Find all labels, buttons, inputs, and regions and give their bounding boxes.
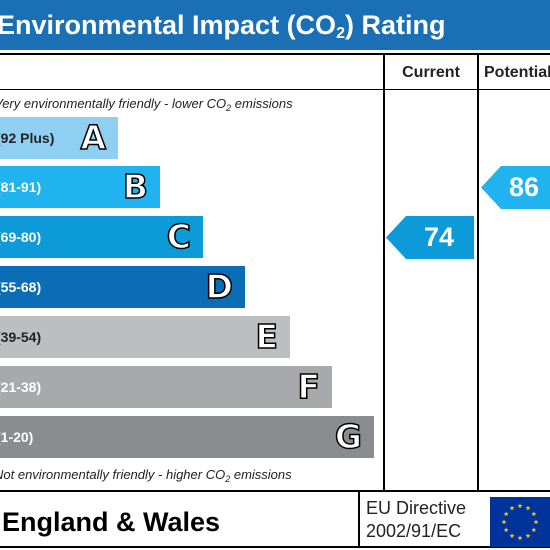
current-arrow-shape	[386, 216, 474, 259]
eu-star-icon	[533, 519, 539, 525]
eu-star-icon	[509, 533, 515, 538]
eu-star-icon	[525, 505, 531, 511]
eu-flag-icon	[490, 497, 550, 547]
band-d-letter: D	[205, 266, 234, 307]
eu-star-icon	[503, 511, 509, 517]
eu-star-icon	[509, 505, 515, 511]
eu-star-icon	[525, 533, 531, 538]
eu-star-icon	[517, 503, 523, 509]
band-b-range: (81-91)	[0, 179, 42, 195]
current-rating-value: 74	[423, 222, 455, 252]
eu-star-icon	[531, 527, 537, 533]
eu-star-icon	[517, 535, 523, 541]
potential-arrow-shape	[481, 166, 550, 209]
directive-line-2: 2002/91/EC	[366, 521, 462, 541]
title-bar: Environmental Impact (CO2) Rating	[0, 0, 550, 50]
band-b: (81-91) B	[0, 166, 160, 208]
potential-rating-value: 86	[508, 172, 540, 202]
region-label: England & Wales	[2, 507, 221, 537]
band-c: (69-80) C	[0, 216, 203, 258]
footer-bottom-line	[0, 546, 550, 548]
band-f-letter: F	[297, 366, 321, 407]
column-divider-potential	[477, 53, 479, 492]
potential-rating-arrow: 86	[481, 166, 550, 209]
frame-bottom-line	[0, 490, 550, 492]
column-header-current: Current	[402, 64, 460, 81]
band-a: (92 Plus) A	[0, 117, 118, 159]
bottom-note: Not environmentally friendly - higher CO…	[0, 467, 292, 484]
band-d-range: (55-68)	[0, 279, 42, 295]
eu-star-icon	[531, 511, 537, 517]
band-b-letter: B	[122, 166, 149, 207]
band-c-letter: C	[166, 216, 192, 257]
band-e-range: (39-54)	[0, 329, 42, 345]
top-note: Very environmentally friendly - lower CO…	[0, 96, 293, 113]
band-g: (1-20) G	[0, 416, 374, 458]
eu-star-icon	[501, 519, 507, 525]
chart-title: Environmental Impact (CO2) Rating	[0, 10, 446, 42]
current-rating-arrow: 74	[386, 216, 474, 259]
band-d: (55-68) D	[0, 266, 245, 308]
band-g-letter: G	[334, 416, 363, 457]
band-f-range: (21-38)	[0, 379, 42, 395]
band-c-range: (69-80)	[0, 229, 42, 245]
frame-header-line	[0, 89, 550, 90]
frame-top-line	[0, 53, 550, 55]
band-g-range: (1-20)	[0, 429, 34, 445]
band-e: (39-54) E	[0, 316, 290, 358]
band-a-letter: A	[80, 117, 107, 158]
directive-line-1: EU Directive	[366, 498, 467, 518]
eu-star-icon	[503, 527, 509, 533]
band-e-letter: E	[255, 316, 279, 357]
band-f: (21-38) F	[0, 366, 332, 408]
band-a-range: (92 Plus)	[0, 130, 55, 146]
column-divider-current	[383, 53, 385, 492]
column-header-potential: Potential	[484, 64, 550, 81]
footer-divider	[358, 492, 360, 548]
